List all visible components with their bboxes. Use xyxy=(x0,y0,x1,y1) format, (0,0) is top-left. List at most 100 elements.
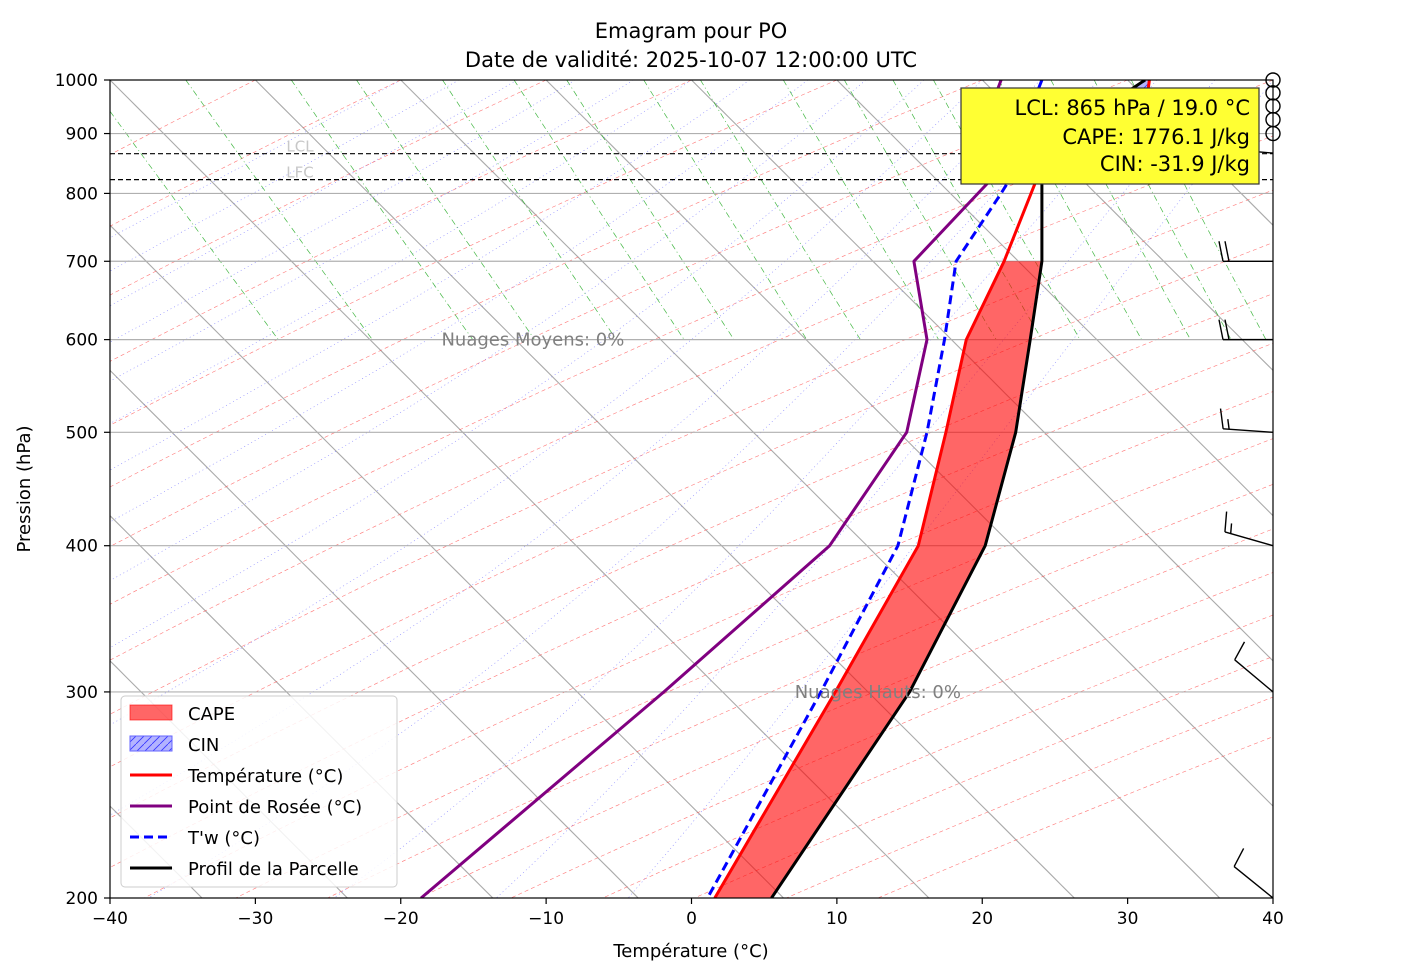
wind-barb-half-flag xyxy=(1227,419,1230,430)
legend-label-parcel: Profil de la Parcelle xyxy=(188,859,359,880)
y-tick-label: 400 xyxy=(66,537,98,557)
moist-adiabat xyxy=(110,80,925,648)
mixing-ratio-line xyxy=(643,80,808,340)
x-tick-label: 0 xyxy=(686,909,697,929)
dry-adiabat xyxy=(602,614,1273,898)
dry-adiabat xyxy=(110,80,1128,547)
mixing-ratio-line xyxy=(782,80,939,340)
dry-adiabat xyxy=(110,80,401,227)
moist-adiabat xyxy=(110,80,401,239)
dewpoint-line xyxy=(420,80,1016,898)
skew-isotherm xyxy=(255,80,1075,898)
skew-isotherm xyxy=(110,80,930,898)
x-tick-label: −30 xyxy=(237,909,273,929)
temperature-line xyxy=(713,80,1151,898)
y-tick-label: 900 xyxy=(66,125,98,145)
y-tick-label: 700 xyxy=(66,252,98,272)
mixing-ratio-line xyxy=(566,80,735,340)
y-tick-label: 300 xyxy=(66,683,98,703)
dry-adiabat xyxy=(786,696,1273,898)
dry-adiabat xyxy=(877,736,1273,898)
legend-swatch-cin xyxy=(129,735,173,752)
calm-wind-circle xyxy=(1265,72,1281,88)
mixing-ratio-line xyxy=(291,80,473,340)
skew-isotherm xyxy=(110,369,639,898)
legend-swatch-cape xyxy=(129,704,173,721)
x-tick-label: −40 xyxy=(92,909,128,929)
skew-isotherm xyxy=(836,80,1273,517)
wetbulb-line xyxy=(706,80,1044,898)
skew-isotherm xyxy=(691,80,1273,662)
y-tick-label: 200 xyxy=(66,889,98,909)
info-cin: CIN: -31.9 J/kg xyxy=(1100,152,1250,176)
wind-barb-flag xyxy=(1224,511,1228,532)
mixing-ratio-line xyxy=(933,80,1081,340)
mixing-ratio-line xyxy=(513,80,685,340)
info-box: LCL: 865 hPa / 19.0 °C CAPE: 1776.1 J/kg… xyxy=(960,87,1260,185)
wind-barb-staff xyxy=(1223,428,1274,433)
dry-adiabat xyxy=(110,80,692,362)
mixing-ratio-line xyxy=(185,80,373,340)
cloud-label-mid: Nuages Moyens: 0% xyxy=(441,330,624,351)
cloud-labels: Nuages Hauts: 0% Nuages Moyens: 0% xyxy=(441,330,961,703)
info-cape: CAPE: 1776.1 J/kg xyxy=(1062,125,1250,149)
skew-isotherm xyxy=(981,80,1273,372)
legend-label-cin: CIN xyxy=(188,735,219,756)
x-tick-label: −10 xyxy=(528,909,564,929)
moist-adiabat xyxy=(333,80,1157,898)
wind-barb-staff xyxy=(1224,531,1274,547)
cloud-label-high: Nuages Hauts: 0% xyxy=(795,682,961,703)
mixing-ratio-line xyxy=(356,80,535,340)
dry-adiabat xyxy=(419,528,1273,898)
wind-barb-staff xyxy=(1233,865,1274,899)
dry-adiabat xyxy=(110,242,1273,768)
moist-adiabat xyxy=(110,80,692,424)
x-tick-label: 10 xyxy=(826,909,848,929)
info-box-frame xyxy=(960,87,1260,185)
x-tick-label: 30 xyxy=(1117,909,1139,929)
wind-barb-flag xyxy=(1233,848,1245,867)
y-tick-label: 500 xyxy=(66,423,98,443)
wind-barb-flag xyxy=(1218,241,1224,262)
legend-label-temperature: Température (°C) xyxy=(187,766,343,787)
cape-area xyxy=(714,261,1042,898)
wind-barb-staff xyxy=(1234,659,1274,693)
chart-subtitle: Date de validité: 2025-10-07 12:00:00 UT… xyxy=(465,48,917,72)
profile-series xyxy=(420,80,1151,898)
level-label-lcl: LCL xyxy=(286,138,314,156)
y-tick-label: 600 xyxy=(66,331,98,351)
y-axis: 200 300 400 500 600 700 800 900 1000 xyxy=(55,71,110,909)
legend-label-dewpoint: Point de Rosée (°C) xyxy=(188,797,362,818)
dry-adiabat xyxy=(110,135,1273,661)
x-tick-label: 40 xyxy=(1262,909,1284,929)
info-lcl: LCL: 865 hPa / 19.0 °C xyxy=(1015,96,1251,120)
skew-isotherm xyxy=(1272,80,1273,81)
moist-adiabat xyxy=(148,80,1099,898)
x-tick-label: 20 xyxy=(971,909,993,929)
wind-barbs xyxy=(1218,72,1281,899)
wind-barb-flag xyxy=(1219,408,1224,429)
x-tick-label: −20 xyxy=(383,909,419,929)
x-axis: −40 −30 −20 −10 0 10 20 30 40 xyxy=(92,898,1284,929)
wind-barb-flag xyxy=(1224,319,1230,340)
y-tick-label: 1000 xyxy=(55,71,98,91)
calm-wind-circle xyxy=(1265,98,1281,114)
wind-barb-flag xyxy=(1218,319,1224,340)
legend-label-cape: CAPE xyxy=(188,704,235,725)
skew-isotherm xyxy=(400,80,1221,898)
moist-adiabat xyxy=(496,80,1216,898)
wind-barb-half-flag xyxy=(1230,523,1233,534)
y-tick-label: 800 xyxy=(66,184,98,204)
x-axis-label: Température (°C) xyxy=(612,941,768,962)
level-label-lfc: LFC xyxy=(286,164,313,182)
legend-frame xyxy=(120,695,398,888)
chart-title: Emagram pour PO xyxy=(595,19,788,43)
mixing-ratio-line xyxy=(442,80,617,340)
wind-barb-flag xyxy=(1224,241,1230,262)
skew-isotherm xyxy=(1127,80,1273,226)
calm-wind-circle xyxy=(1265,85,1281,101)
mixing-ratio-line xyxy=(110,110,279,340)
legend: CAPE CIN Température (°C) Point de Rosée… xyxy=(120,695,398,888)
y-axis-label: Pression (hPa) xyxy=(14,425,35,552)
